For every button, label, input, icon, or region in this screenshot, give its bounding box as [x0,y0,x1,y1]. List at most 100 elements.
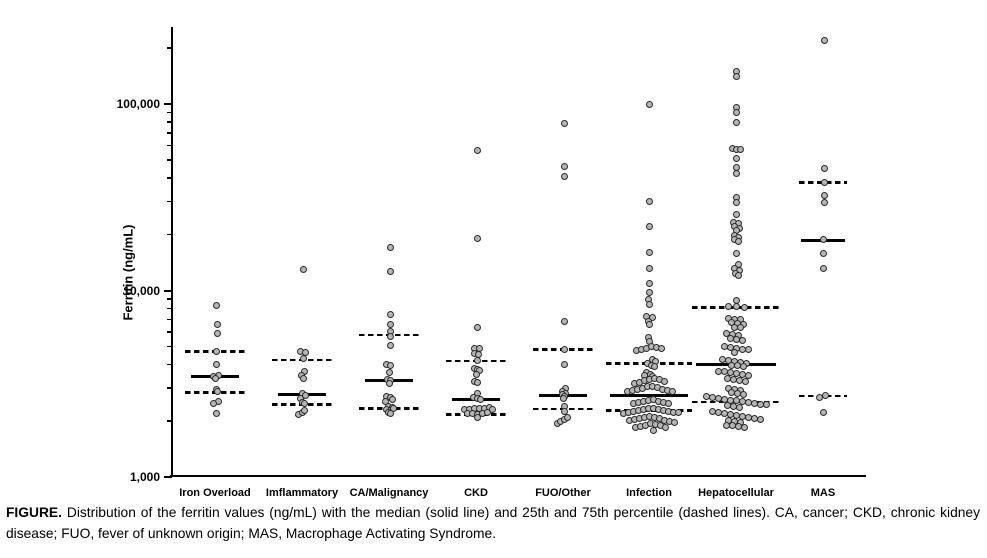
data-point [645,288,653,296]
data-point [213,329,221,337]
data-point [559,395,567,403]
y-major-tick [164,476,172,478]
data-point [476,396,484,404]
figure-caption: FIGURE. Distribution of the ferritin val… [6,503,980,544]
category-label: CKD [464,487,488,499]
data-point [385,379,393,387]
data-point [740,303,748,311]
y-minor-tick [167,111,172,114]
y-axis [171,27,174,477]
y-minor-tick [167,345,172,348]
median-line [610,393,688,397]
y-minor-tick [167,298,172,300]
data-point [732,198,740,206]
data-point [299,265,307,273]
data-point [563,413,571,421]
data-point [645,264,653,272]
data-point [386,332,394,340]
data-point [300,400,308,408]
data-point [734,272,742,280]
y-minor-tick [167,331,172,333]
data-point [299,374,307,382]
data-point [649,427,657,435]
data-point [732,155,740,163]
data-point [560,360,568,368]
data-point [670,418,678,426]
data-point [741,377,749,385]
data-point [473,235,481,242]
data-point [744,346,752,354]
data-point [645,280,653,288]
category-label: CA/Malignancy [349,487,429,499]
data-point [820,178,828,186]
data-point [668,388,676,396]
caption-label: FIGURE. [6,505,62,520]
data-point [732,211,740,219]
data-point [386,341,394,349]
data-point [473,324,481,332]
data-point [473,356,481,364]
data-point [473,147,481,155]
y-minor-tick [167,144,172,147]
data-point [740,424,748,432]
data-point [660,377,668,385]
y-minor-tick [167,159,172,161]
data-point [645,300,653,308]
data-point [213,388,221,396]
category-label: Hepatocellular [698,487,774,499]
data-point [650,363,658,371]
category-label: Iron Overload [179,487,251,499]
data-point [386,320,394,328]
data-point [661,423,669,431]
data-point [821,392,829,400]
data-point [819,409,827,417]
y-major-tick [164,103,172,105]
data-point [730,349,738,357]
y-minor-tick [167,47,172,49]
y-minor-tick [167,363,172,366]
data-point [560,318,568,326]
x-axis [170,474,866,478]
data-point [300,407,308,415]
data-point [211,375,219,383]
data-point [560,119,568,127]
data-point [819,264,827,272]
data-point [299,355,307,363]
data-point [385,368,393,376]
data-point [732,109,740,117]
data-point [473,414,481,422]
data-point [724,303,732,311]
data-point [734,238,742,246]
data-point [820,165,828,173]
y-tick-label: 10,000 [123,283,160,298]
data-point [386,311,394,319]
y-minor-tick [167,233,172,236]
data-point [483,409,491,417]
data-point [657,345,665,353]
data-point [732,118,740,126]
data-point [473,379,481,387]
data-point [560,172,568,180]
y-tick-label: 1,000 [129,470,160,484]
data-point [736,324,744,332]
data-point [739,390,747,398]
category-label: MAS [810,487,836,499]
data-point [212,348,220,356]
data-point [820,36,828,44]
data-point [645,223,653,231]
data-point [388,395,396,403]
y-minor-tick [167,318,172,321]
data-point [648,313,656,321]
data-point [732,303,740,311]
data-point [560,163,568,171]
data-point [645,100,653,108]
data-point [645,248,653,256]
data-point [820,199,828,207]
plot-area: Ferritin (ng/mL) 1,000 10,000 100,000 Iron … [117,27,866,499]
data-point [732,169,740,177]
caption-text: Distribution of the ferritin values (ng/… [6,505,980,541]
y-minor-tick [167,121,172,123]
y-axis-title: Ferritin (ng/mL) [120,224,136,321]
category-label: Infection [626,487,672,499]
data-point [732,249,740,257]
